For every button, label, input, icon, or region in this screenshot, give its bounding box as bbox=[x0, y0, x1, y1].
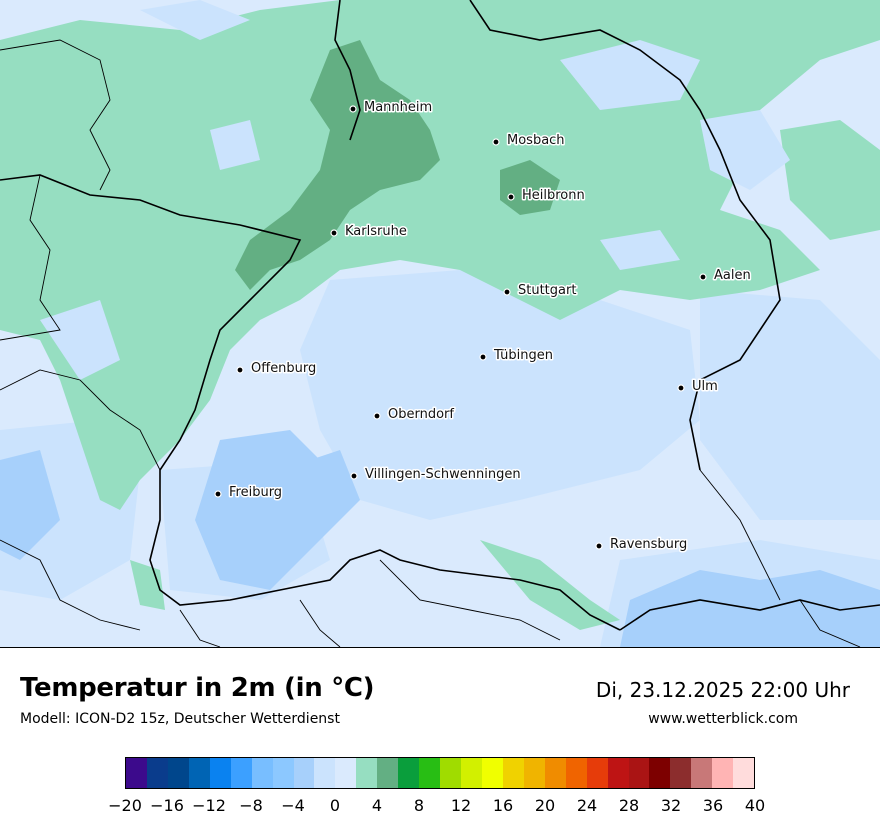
temp-zone-4-6 bbox=[235, 40, 560, 290]
legend-swatch bbox=[126, 758, 147, 788]
legend-tick-label: 32 bbox=[660, 796, 682, 815]
city-dot bbox=[595, 542, 603, 550]
legend-tick-label: −16 bbox=[150, 796, 184, 815]
city-markers: Mannheim Mosbach Heilbronn Karlsruhe Aal… bbox=[214, 99, 752, 554]
city-dot bbox=[507, 193, 515, 201]
legend-swatch bbox=[377, 758, 399, 788]
legend-swatch bbox=[251, 758, 273, 788]
city-label: Mannheim bbox=[364, 100, 432, 115]
legend-tick-label: 28 bbox=[618, 796, 640, 815]
legend-swatch bbox=[586, 758, 608, 788]
legend-swatch bbox=[481, 758, 503, 788]
city-label: Karlsruhe bbox=[345, 224, 407, 239]
city-dot bbox=[236, 366, 244, 374]
legend-swatch bbox=[502, 758, 524, 788]
city-marker: Freiburg bbox=[214, 484, 284, 502]
city-label: Stuttgart bbox=[518, 283, 576, 298]
city-label: Heilbronn bbox=[522, 188, 585, 203]
map-canvas: Mannheim Mosbach Heilbronn Karlsruhe Aal… bbox=[0, 0, 880, 647]
city-marker: Mannheim bbox=[349, 99, 434, 117]
city-dot bbox=[349, 105, 357, 113]
model-subtitle: Modell: ICON-D2 15z, Deutscher Wetterdie… bbox=[20, 711, 340, 727]
legend-swatch bbox=[691, 758, 713, 788]
county-borders bbox=[0, 39, 861, 647]
city-marker: Karlsruhe bbox=[330, 223, 408, 241]
city-label: Offenburg bbox=[251, 361, 316, 376]
legend-swatch bbox=[544, 758, 566, 788]
city-label: Oberndorf bbox=[388, 407, 454, 422]
legend-swatch bbox=[314, 758, 336, 788]
legend-swatch bbox=[523, 758, 545, 788]
city-dot bbox=[503, 288, 511, 296]
city-marker: Ulm bbox=[677, 378, 719, 396]
legend-swatch bbox=[670, 758, 692, 788]
legend-tick-label: 36 bbox=[702, 796, 724, 815]
city-dot bbox=[214, 490, 222, 498]
city-label: Tübingen bbox=[493, 348, 553, 363]
city-marker: Aalen bbox=[699, 267, 752, 285]
color-legend-bar bbox=[125, 757, 755, 789]
legend-swatch bbox=[335, 758, 357, 788]
legend-swatch bbox=[440, 758, 461, 788]
map-title: Temperatur in 2m (in °C) bbox=[20, 673, 375, 703]
city-dot bbox=[373, 412, 381, 420]
legend-swatch bbox=[356, 758, 378, 788]
city-label: Villingen-Schwenningen bbox=[365, 467, 521, 482]
legend-tick-label: 0 bbox=[329, 796, 341, 815]
city-marker: Oberndorf bbox=[373, 406, 456, 424]
city-label: Freiburg bbox=[229, 485, 282, 500]
legend-tick-label: 24 bbox=[576, 796, 598, 815]
city-dot bbox=[330, 229, 338, 237]
legend-swatch bbox=[419, 758, 441, 788]
legend-tick-label: 4 bbox=[371, 796, 383, 815]
legend-tick-label: 16 bbox=[492, 796, 514, 815]
city-label: Ravensburg bbox=[610, 537, 687, 552]
city-dot bbox=[492, 138, 500, 146]
legend-tick-label: 12 bbox=[450, 796, 472, 815]
city-marker: Villingen-Schwenningen bbox=[350, 466, 522, 484]
legend-swatch bbox=[272, 758, 294, 788]
legend-tick-label: −12 bbox=[192, 796, 226, 815]
forecast-datetime: Di, 23.12.2025 22:00 Uhr bbox=[595, 678, 850, 702]
legend-tick-label: −4 bbox=[281, 796, 305, 815]
city-marker: Mosbach bbox=[492, 132, 566, 150]
temp-zone-cold-holes bbox=[40, 0, 790, 380]
legend-swatch bbox=[649, 758, 671, 788]
legend-swatch bbox=[398, 758, 420, 788]
legend-swatch bbox=[167, 758, 189, 788]
legend-swatch bbox=[565, 758, 587, 788]
city-label: Ulm bbox=[692, 379, 718, 394]
website-credit: www.wetterblick.com bbox=[648, 711, 798, 727]
temperature-map: Mannheim Mosbach Heilbronn Karlsruhe Aal… bbox=[0, 0, 880, 648]
city-marker: Heilbronn bbox=[507, 187, 586, 205]
legend-tick-label: −20 bbox=[108, 796, 142, 815]
city-dot bbox=[350, 472, 358, 480]
legend-swatch bbox=[712, 758, 734, 788]
legend-swatch bbox=[607, 758, 629, 788]
legend-swatch bbox=[628, 758, 650, 788]
legend-swatch bbox=[209, 758, 231, 788]
city-dot bbox=[479, 353, 487, 361]
city-marker: Offenburg bbox=[236, 360, 318, 378]
legend-swatch bbox=[461, 758, 482, 788]
legend-swatch bbox=[733, 758, 755, 788]
color-legend-ticks: −20 −16 −12 −8 −4 0 4 8 12 16 20 24 28 32 36 40 bbox=[108, 796, 765, 818]
admin-borders bbox=[0, 0, 880, 631]
city-marker: Stuttgart bbox=[503, 282, 578, 300]
city-label: Aalen bbox=[714, 268, 751, 283]
city-marker: Tübingen bbox=[479, 347, 555, 365]
legend-tick-label: 20 bbox=[534, 796, 556, 815]
legend-tick-label: 40 bbox=[744, 796, 766, 815]
legend-tick-label: −8 bbox=[239, 796, 263, 815]
legend-swatch bbox=[230, 758, 252, 788]
city-marker: Ravensburg bbox=[595, 536, 689, 554]
legend-swatch bbox=[146, 758, 168, 788]
city-label: Mosbach bbox=[507, 133, 565, 148]
legend-swatch bbox=[293, 758, 315, 788]
city-dot bbox=[677, 384, 685, 392]
legend-swatch bbox=[188, 758, 210, 788]
city-dot bbox=[699, 273, 707, 281]
legend-tick-label: 8 bbox=[413, 796, 425, 815]
